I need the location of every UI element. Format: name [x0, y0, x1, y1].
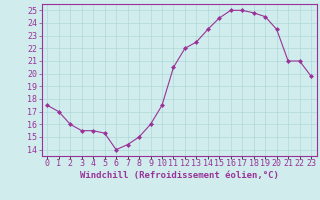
X-axis label: Windchill (Refroidissement éolien,°C): Windchill (Refroidissement éolien,°C): [80, 171, 279, 180]
